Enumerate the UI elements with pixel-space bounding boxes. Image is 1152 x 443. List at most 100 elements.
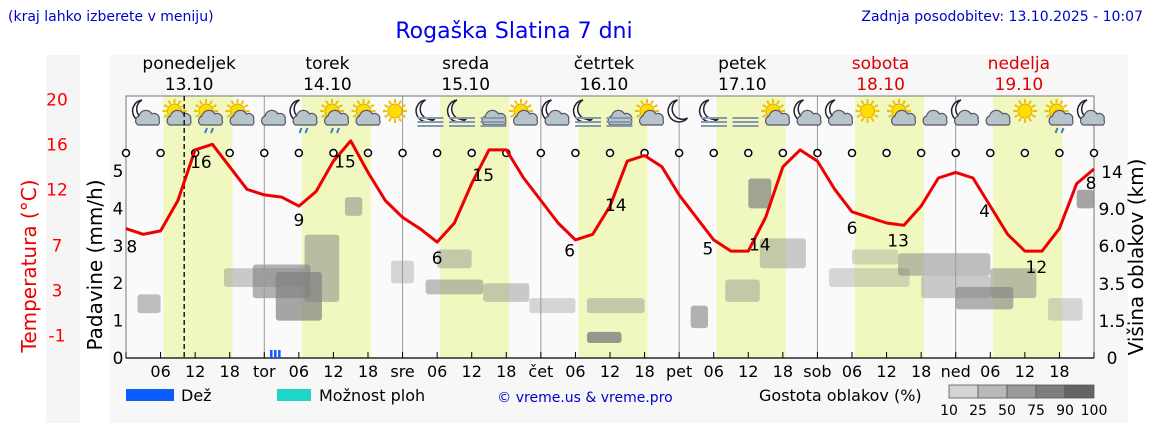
- cloud-block: [483, 283, 530, 302]
- density-step-label: 50: [998, 403, 1016, 419]
- night-fog-icon: [572, 99, 601, 127]
- temperature-label: 6: [432, 249, 443, 269]
- cloud-block: [990, 268, 1037, 299]
- rain-legend-swatch: [126, 389, 174, 401]
- daylight-band: [854, 96, 925, 358]
- x-tick-label: čet: [528, 362, 553, 381]
- temperature-label: 6: [564, 241, 575, 261]
- weather-icons: [131, 99, 1106, 134]
- daylight-band: [163, 96, 233, 358]
- night-cloudy-icon: [824, 99, 854, 126]
- temperature-tick: 7: [52, 237, 63, 257]
- cloud-block: [1047, 298, 1083, 321]
- temperature-label: 14: [605, 196, 627, 216]
- day-date: 13.10: [165, 75, 214, 95]
- cloud-block: [759, 238, 806, 269]
- temperature-line: [125, 139, 1095, 253]
- day-separators: [263, 96, 957, 358]
- night-cloudy-icon: [950, 99, 980, 126]
- sun-cloud-icon: [509, 99, 539, 126]
- night-fog-icon: [415, 99, 444, 127]
- wind-marker: [605, 148, 615, 158]
- wind-marker: [571, 148, 580, 158]
- night-cloudy-icon: [131, 99, 161, 126]
- wind-marker: [260, 148, 269, 158]
- sun-icon: [1013, 99, 1037, 123]
- x-tick-label: 12: [600, 362, 620, 381]
- sun-cloud-icon: [635, 99, 665, 126]
- wind-marker: [536, 148, 546, 158]
- x-tick-label: 18: [634, 362, 654, 381]
- sun-cloud-rain-icon: [194, 99, 224, 134]
- temperature-axis-ticks: 20 16 12 7 3 -1: [46, 90, 68, 346]
- wind-marker: [813, 148, 822, 158]
- cloud-block: [852, 249, 899, 265]
- cloudy-icon: [261, 109, 287, 126]
- cloud-block: [137, 294, 161, 314]
- sun-icon: [383, 99, 407, 123]
- cloud-block: [529, 298, 576, 314]
- cloud-density-blocks: [137, 178, 1094, 344]
- wind-marker: [744, 148, 753, 158]
- night-cloudy-icon: [541, 99, 570, 126]
- wind-marker: [709, 148, 718, 158]
- night-cloudy-icon: [1076, 99, 1106, 126]
- precipitation-tick: 4: [113, 199, 124, 219]
- sun-cloud-icon: [351, 99, 381, 126]
- x-tick-label: 12: [738, 362, 758, 381]
- temperature-label: 15: [472, 166, 494, 186]
- cloud-block: [898, 253, 991, 276]
- wind-marker: [225, 148, 234, 158]
- x-tick-label: 06: [565, 362, 585, 381]
- temperature-tick: 12: [46, 180, 68, 200]
- cloud-block: [304, 234, 340, 302]
- cloud-height-tick: 3.5: [1098, 275, 1125, 295]
- wind-marker: [674, 148, 684, 158]
- density-swatch: [948, 384, 979, 399]
- sun-cloud-icon: [225, 99, 255, 126]
- wind-marker: [778, 148, 788, 158]
- day-date: 16.10: [580, 75, 629, 95]
- x-tick-label: 18: [496, 362, 516, 381]
- x-tick-label: 12: [876, 362, 896, 381]
- x-tick-label: 12: [462, 362, 482, 381]
- night-cloudy-icon: [793, 99, 822, 126]
- wind-marker: [847, 148, 857, 158]
- showers-legend-swatch: [277, 389, 311, 401]
- precipitation-tick: 0: [113, 349, 124, 369]
- cloud-block: [586, 298, 645, 314]
- precipitation-tick: 5: [113, 162, 124, 182]
- wind-marker: [398, 148, 407, 158]
- sun-cloud-icon: [162, 99, 192, 126]
- x-tick-label: tor: [253, 362, 276, 381]
- rain-legend-label: Dež: [181, 386, 212, 405]
- cloud-height-tick: 1.5: [1098, 312, 1125, 332]
- temperature-labels: 8 16 9 15 6 15 6 14 5 14 6 13 4 12 8: [126, 153, 1096, 279]
- cloud-block: [586, 331, 622, 344]
- x-tick-labels: 06 12 18 tor 06 12 18 sre 06 12 18 čet 06 12 18 pet 06 12…: [150, 362, 1069, 381]
- day-name: sobota: [852, 54, 910, 74]
- precipitation-axis-title: Padavine (mm/h): [83, 179, 107, 350]
- day-name: ponedeljek: [142, 54, 236, 74]
- density-swatch: [977, 384, 1008, 399]
- sun-cloud-rain-icon: [1044, 99, 1074, 134]
- day-name: petek: [718, 54, 766, 74]
- night-cloudy-drizzle-icon: [289, 99, 318, 134]
- wind-marker: [294, 148, 304, 158]
- x-tick-label: 06: [842, 362, 862, 381]
- temperature-label: 13: [887, 232, 909, 252]
- day-name: četrtek: [574, 54, 635, 74]
- density-swatch: [1006, 384, 1037, 399]
- sun-cloud-drizzle-icon: [320, 99, 350, 134]
- day-date: 19.10: [995, 75, 1044, 95]
- precipitation-tick: 3: [113, 237, 124, 257]
- cloud-block: [1076, 189, 1094, 209]
- temperature-label: 15: [334, 153, 356, 173]
- wind-marker: [1055, 148, 1064, 158]
- night-fog-icon: [698, 99, 727, 127]
- precipitation-tick: 1: [113, 312, 124, 332]
- last-updated: Zadnja posodobitev: 13.10.2025 - 10:07: [861, 9, 1143, 25]
- precipitation-tick: 2: [113, 274, 124, 294]
- region-hint: (kraj lahko izberete v meniju): [8, 9, 214, 25]
